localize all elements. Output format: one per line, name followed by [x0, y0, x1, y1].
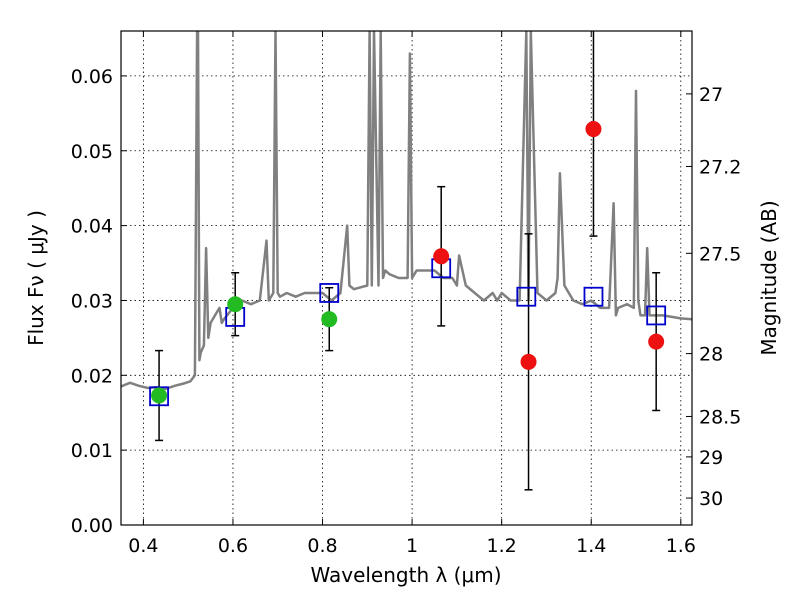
data-point: [321, 311, 338, 328]
data-point: [227, 296, 244, 313]
model-square: [319, 283, 340, 303]
y-tick-label: 0.05: [71, 141, 113, 163]
data-point: [585, 121, 602, 138]
x-tick-label: 1.4: [576, 535, 606, 557]
x-tick-label: 0.4: [128, 535, 158, 557]
model-square: [149, 386, 169, 407]
axis-ticks: 0.4 0.6 0.8 1 1.2 1.4 1.6 0.00 0.01 0.02 0.03 0.04 0…: [71, 31, 741, 557]
y-tick-label: 0.00: [71, 515, 113, 537]
data-point: [433, 248, 450, 265]
y-tick-label: 0.06: [71, 66, 113, 88]
model-square: [516, 286, 537, 307]
x-axis-label: Wavelength λ (μm): [310, 563, 501, 587]
y-tick-label: 0.02: [71, 365, 113, 387]
x-tick-label: 1.2: [487, 535, 517, 557]
x-tick-label: 1: [406, 535, 418, 557]
marker-layer: [149, 31, 667, 491]
right-tick-label: 29: [699, 447, 723, 469]
right-tick-label: 27.2: [699, 156, 741, 178]
right-tick-label: 27.5: [699, 243, 741, 265]
right-tick-label: 27: [699, 84, 723, 106]
right-tick-label: 30: [699, 488, 723, 510]
y-tick-label: 0.01: [71, 440, 113, 462]
right-axis-label: Magnitude (AB): [757, 200, 781, 355]
x-tick-label: 0.8: [307, 535, 337, 557]
data-point: [648, 333, 665, 350]
model-square: [583, 286, 604, 307]
y-tick-label: 0.04: [71, 216, 113, 238]
data-point: [520, 353, 537, 370]
y-tick-label: 0.03: [71, 290, 113, 312]
plot-area: [121, 31, 692, 391]
right-tick-label: 28: [699, 344, 723, 366]
data-point: [151, 387, 168, 404]
x-tick-label: 0.6: [218, 535, 248, 557]
x-tick-label: 1.6: [666, 535, 696, 557]
plot-frame: [120, 30, 693, 526]
right-tick-label: 28.5: [699, 406, 741, 428]
model-square: [646, 305, 667, 326]
spectrum-line: [121, 31, 692, 391]
y-axis-label: Flux Fν ( μJy ): [24, 210, 48, 346]
